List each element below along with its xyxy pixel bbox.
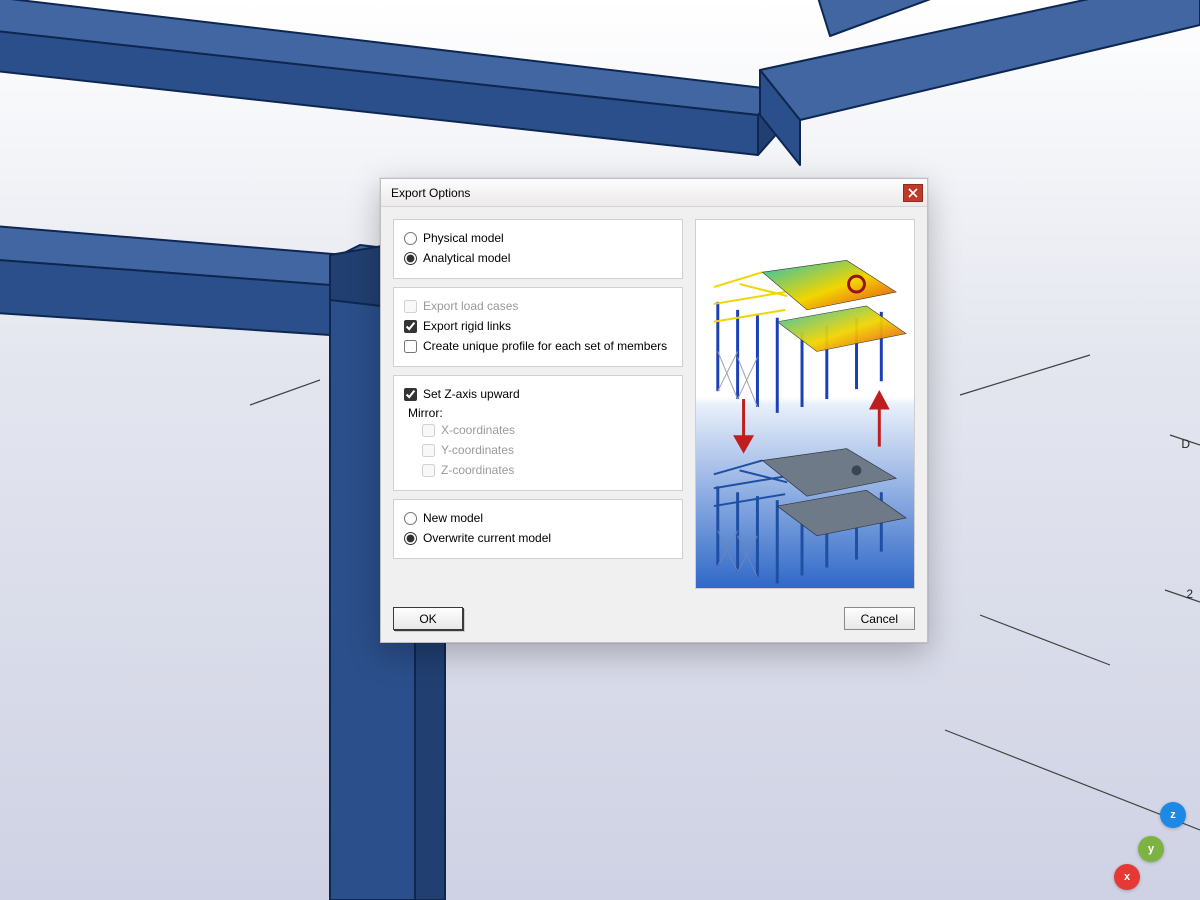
radio-overwrite-label: Overwrite current model (423, 528, 551, 548)
ok-button-label: OK (419, 612, 436, 626)
group-model-type: Physical model Analytical model (393, 219, 683, 279)
dialog-titlebar[interactable]: Export Options (381, 179, 927, 207)
beam-2 (760, 0, 1200, 165)
cancel-button[interactable]: Cancel (844, 607, 915, 630)
arrow-down-icon (736, 399, 752, 451)
radio-analytical-label: Analytical model (423, 248, 510, 268)
checkbox-export-load-cases: Export load cases (404, 296, 672, 316)
dialog-title: Export Options (391, 186, 470, 200)
beam-3 (0, 210, 345, 335)
axis-gizmo[interactable]: z y x (1102, 802, 1192, 892)
radio-physical-model[interactable]: Physical model (404, 228, 672, 248)
gizmo-x-label: x (1124, 871, 1130, 883)
preview-image (695, 219, 915, 589)
cancel-button-label: Cancel (861, 612, 898, 626)
checkbox-mirror-z: Z-coordinates (404, 460, 672, 480)
export-options-dialog: Export Options Physical model Analytical… (380, 178, 928, 643)
checkbox-unique-profile-label: Create unique profile for each set of me… (423, 336, 667, 356)
group-target-model: New model Overwrite current model (393, 499, 683, 559)
svg-text:2: 2 (1186, 587, 1193, 601)
radio-physical-label: Physical model (423, 228, 504, 248)
checkbox-mirror-y-label: Y-coordinates (441, 440, 514, 460)
checkbox-export-load-cases-label: Export load cases (423, 296, 518, 316)
svg-text:D: D (1181, 437, 1190, 451)
checkbox-z-axis-label: Set Z-axis upward (423, 384, 520, 404)
checkbox-export-rigid-links[interactable]: Export rigid links (404, 316, 672, 336)
close-icon (908, 188, 918, 198)
mirror-label: Mirror: (404, 404, 672, 420)
radio-overwrite-model[interactable]: Overwrite current model (404, 528, 672, 548)
arrow-up-icon (871, 393, 887, 447)
close-button[interactable] (903, 184, 923, 202)
radio-analytical-model[interactable]: Analytical model (404, 248, 672, 268)
group-export-settings: Export load cases Export rigid links Cre… (393, 287, 683, 367)
radio-new-model-label: New model (423, 508, 483, 528)
beam-1 (0, 0, 780, 155)
gizmo-y-axis[interactable]: y (1138, 836, 1164, 862)
checkbox-export-rigid-links-label: Export rigid links (423, 316, 511, 336)
checkbox-mirror-y: Y-coordinates (404, 440, 672, 460)
checkbox-mirror-x-label: X-coordinates (441, 420, 515, 440)
gizmo-z-label: z (1170, 809, 1176, 821)
gizmo-x-axis[interactable]: x (1114, 864, 1140, 890)
ok-button[interactable]: OK (393, 607, 463, 630)
gizmo-y-label: y (1148, 843, 1154, 855)
group-axis-settings: Set Z-axis upward Mirror: X-coordinates … (393, 375, 683, 491)
checkbox-z-axis-upward[interactable]: Set Z-axis upward (404, 384, 672, 404)
checkbox-mirror-x: X-coordinates (404, 420, 672, 440)
checkbox-mirror-z-label: Z-coordinates (441, 460, 514, 480)
radio-new-model[interactable]: New model (404, 508, 672, 528)
checkbox-unique-profile[interactable]: Create unique profile for each set of me… (404, 336, 672, 356)
gizmo-z-axis[interactable]: z (1160, 802, 1186, 828)
